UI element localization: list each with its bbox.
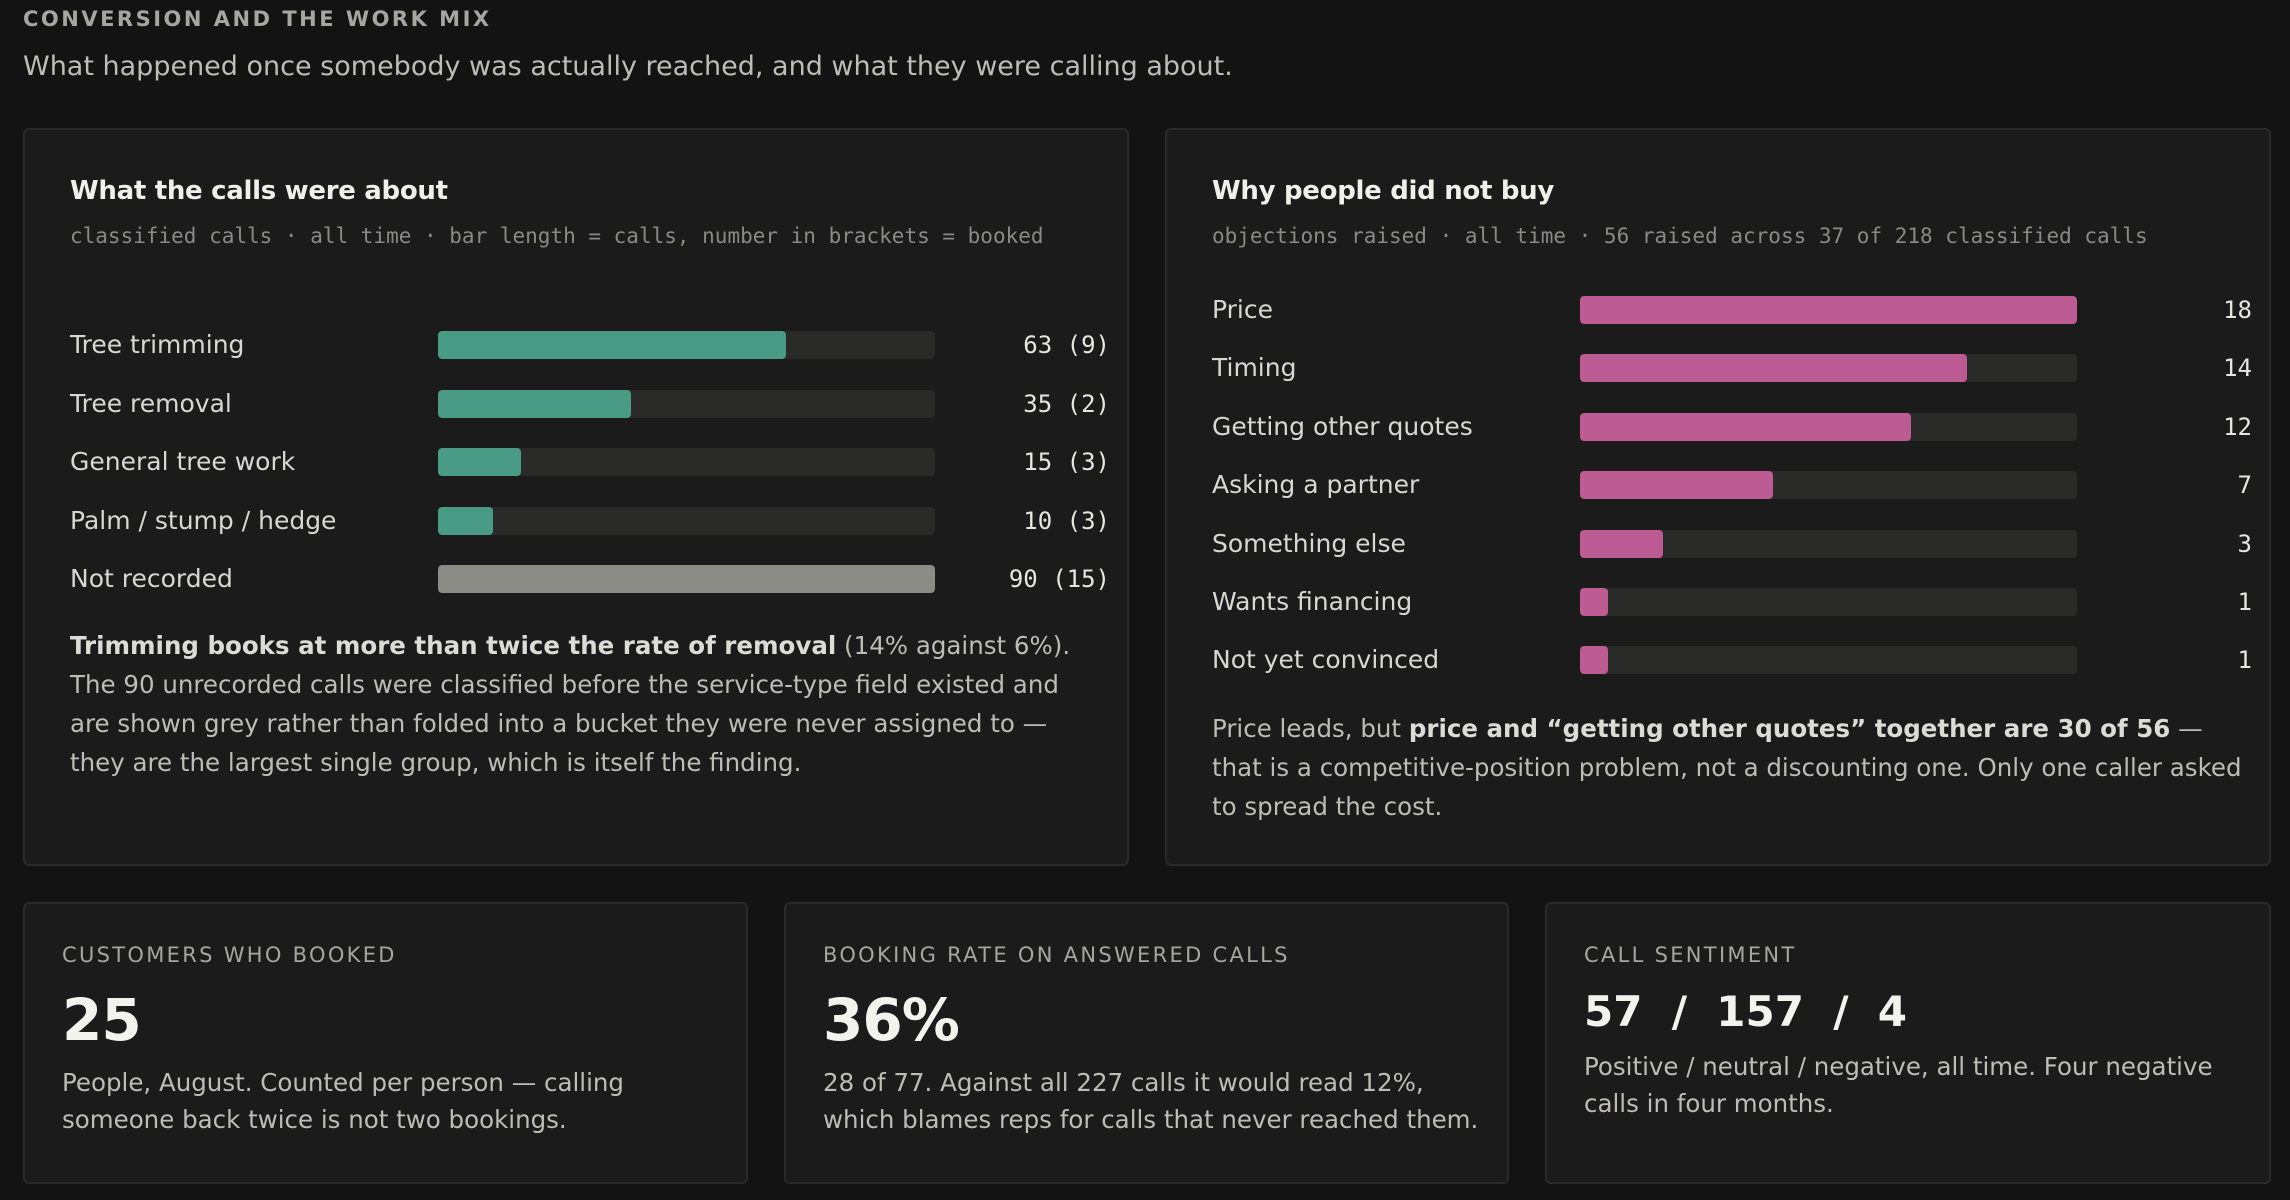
bar-fill bbox=[1580, 471, 1774, 500]
objections-bar-chart: Price 18 Timing 14 Getting other quotes 12 Ask… bbox=[1212, 290, 2252, 675]
bar-row-general-tree-work: General tree work 15 (3) bbox=[70, 442, 1110, 482]
bar-value-label: 14 bbox=[2223, 354, 2252, 383]
objections-card-title: Why people did not buy bbox=[1212, 176, 1555, 206]
booking-rate-stat-description: 28 of 77. Against all 227 calls it would… bbox=[823, 1068, 1479, 1134]
bar-label: Palm / stump / hedge bbox=[70, 505, 337, 535]
bar-fill bbox=[438, 331, 786, 359]
bar-fill bbox=[1580, 646, 1608, 675]
section-kicker: CONVERSION AND THE WORK MIX bbox=[23, 7, 492, 31]
bar-track bbox=[1580, 646, 2077, 675]
bar-row-something-else: Something else 3 bbox=[1212, 524, 2252, 564]
objections-note-pre: Price leads, but bbox=[1212, 714, 1409, 743]
booking-rate-stat-value: 36% bbox=[823, 986, 960, 1054]
bar-row-not-recorded: Not recorded 90 (15) bbox=[70, 559, 1110, 599]
bar-fill bbox=[1580, 354, 1967, 383]
bar-track bbox=[1580, 588, 2077, 616]
bar-label: Something else bbox=[1212, 528, 1406, 558]
bar-fill bbox=[1580, 529, 1663, 558]
bar-track bbox=[438, 389, 935, 418]
bar-label: Getting other quotes bbox=[1212, 411, 1473, 441]
booked-stat-description: People, August. Counted per person — cal… bbox=[62, 1068, 624, 1134]
bar-value-label: 12 bbox=[2223, 412, 2252, 441]
objections-card: Why people did not buy objections raised… bbox=[1165, 128, 2271, 866]
sentiment-stat-label: CALL SENTIMENT bbox=[1584, 943, 1797, 967]
bar-value-label: 1 bbox=[2237, 646, 2252, 675]
bar-row-palm-stump-hedge: Palm / stump / hedge 10 (3) bbox=[70, 501, 1110, 541]
booking-rate-stat-label: BOOKING RATE ON ANSWERED CALLS bbox=[823, 943, 1290, 967]
bar-fill bbox=[438, 565, 935, 593]
bar-value-label: 1 bbox=[2237, 588, 2252, 616]
objections-note-post: — that is a competitive-position problem… bbox=[1212, 714, 2242, 821]
objections-note-emphasis: price and “getting other quotes” togethe… bbox=[1408, 714, 2171, 743]
bar-value-label: 10 (3) bbox=[1023, 506, 1110, 535]
calls-card-title: What the calls were about bbox=[70, 176, 448, 206]
calls-card-note: Trimming books at more than twice the ra… bbox=[70, 626, 1090, 782]
bar-row-timing: Timing 14 bbox=[1212, 348, 2252, 388]
bar-row-wants-financing: Wants financing 1 bbox=[1212, 582, 2252, 622]
bar-label: Not yet convinced bbox=[1212, 645, 1440, 675]
bar-track bbox=[438, 506, 935, 535]
bar-label: General tree work bbox=[70, 447, 296, 476]
bar-row-asking-a-partner: Asking a partner 7 bbox=[1212, 465, 2252, 505]
bar-row-tree-trimming: Tree trimming 63 (9) bbox=[70, 325, 1110, 365]
bar-value-label: 63 (9) bbox=[1023, 331, 1110, 359]
bar-track bbox=[1580, 412, 2077, 441]
booked-stat-card: CUSTOMERS WHO BOOKED 25 People, August. … bbox=[23, 902, 748, 1184]
bar-track bbox=[1580, 471, 2077, 500]
booking-rate-stat-card: BOOKING RATE ON ANSWERED CALLS 36% 28 of… bbox=[784, 902, 1509, 1184]
bar-fill bbox=[438, 448, 521, 476]
bar-track bbox=[1580, 529, 2077, 558]
bar-row-price: Price 18 bbox=[1212, 290, 2252, 330]
bar-label: Tree trimming bbox=[70, 330, 245, 359]
bar-value-label: 18 bbox=[2223, 296, 2252, 324]
section-lede: What happened once somebody was actually… bbox=[23, 51, 1233, 82]
bar-label: Wants financing bbox=[1212, 587, 1413, 616]
bar-track bbox=[1580, 296, 2077, 324]
sentiment-stat-card: CALL SENTIMENT 57 / 157 / 4 Positive / n… bbox=[1545, 902, 2271, 1184]
bar-row-tree-removal: Tree removal 35 (2) bbox=[70, 384, 1110, 424]
bar-fill bbox=[1580, 296, 2077, 324]
bar-value-label: 35 (2) bbox=[1023, 389, 1110, 418]
objections-card-subtitle: objections raised · all time · 56 raised… bbox=[1212, 224, 2148, 248]
bar-label: Timing bbox=[1212, 353, 1297, 383]
bar-row-getting-other-quotes: Getting other quotes 12 bbox=[1212, 407, 2252, 447]
calls-card: What the calls were about classified cal… bbox=[23, 128, 1129, 866]
calls-card-subtitle: classified calls · all time · bar length… bbox=[70, 224, 1044, 248]
bar-value-label: 3 bbox=[2237, 529, 2252, 558]
bar-fill bbox=[438, 389, 632, 418]
booked-stat-value: 25 bbox=[62, 986, 142, 1054]
bar-track bbox=[438, 565, 935, 593]
sentiment-stat-description: Positive / neutral / negative, all time.… bbox=[1584, 1052, 2213, 1118]
bar-value-label: 15 (3) bbox=[1023, 448, 1110, 476]
bar-track bbox=[438, 331, 935, 359]
bar-fill bbox=[1580, 412, 1912, 441]
bar-label: Asking a partner bbox=[1212, 470, 1420, 500]
section-header: CONVERSION AND THE WORK MIX What happene… bbox=[23, 4, 1233, 84]
bar-label: Not recorded bbox=[70, 564, 233, 593]
bar-row-not-yet-convinced: Not yet convinced 1 bbox=[1212, 640, 2252, 680]
booked-stat-label: CUSTOMERS WHO BOOKED bbox=[62, 943, 397, 967]
bar-fill bbox=[1580, 588, 1608, 616]
sentiment-stat-value: 57 / 157 / 4 bbox=[1584, 987, 1907, 1036]
calls-note-emphasis: Trimming books at more than twice the ra… bbox=[70, 631, 837, 660]
bar-label: Tree removal bbox=[70, 388, 232, 418]
bar-label: Price bbox=[1212, 295, 1273, 324]
bar-value-label: 90 (15) bbox=[1008, 565, 1110, 593]
bar-value-label: 7 bbox=[2237, 471, 2252, 500]
calls-bar-chart: Tree trimming 63 (9) Tree removal 35 (2) Gen… bbox=[70, 325, 1110, 593]
bar-fill bbox=[438, 506, 494, 535]
bar-track bbox=[438, 448, 935, 476]
calls-note-text: (14% against 6%). The 90 unrecorded call… bbox=[70, 631, 1071, 777]
objections-card-note-body: Price leads, but price and “getting othe… bbox=[1212, 709, 2242, 826]
bar-track bbox=[1580, 354, 2077, 383]
